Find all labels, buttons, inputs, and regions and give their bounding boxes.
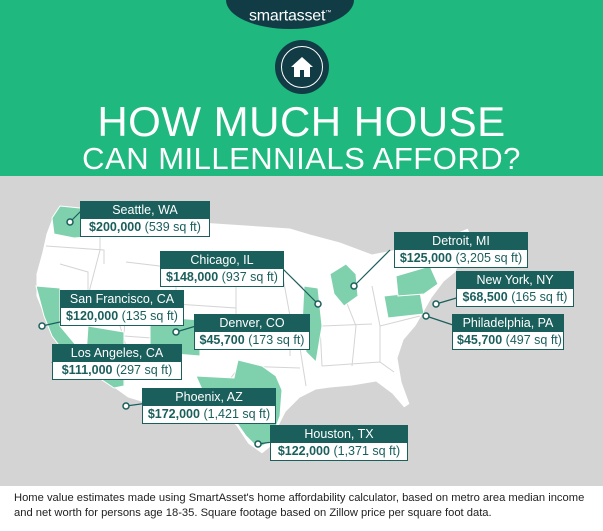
city-value: $45,700 (497 sq ft) <box>453 332 563 349</box>
square-footage: (539 sq ft) <box>144 220 201 234</box>
label-philadelphia: Philadelphia, PA $45,700 (497 sq ft) <box>452 314 564 350</box>
city-name: Phoenix, AZ <box>143 389 275 406</box>
price: $172,000 <box>147 407 200 421</box>
label-seattle: Seattle, WA $200,000 (539 sq ft) <box>80 201 210 237</box>
footnote: Home value estimates made using SmartAss… <box>14 492 585 519</box>
city-name: Seattle, WA <box>81 202 209 219</box>
house-badge <box>275 40 329 94</box>
city-name: San Francisco, CA <box>61 291 183 308</box>
badge-ring <box>281 46 323 88</box>
city-name: Chicago, IL <box>161 252 283 269</box>
city-value: $148,000 (937 sq ft) <box>161 269 283 286</box>
square-footage: (3,205 sq ft) <box>455 251 523 265</box>
label-los-angeles: Los Angeles, CA $111,000 (297 sq ft) <box>52 344 182 380</box>
square-footage: (1,421 sq ft) <box>203 407 271 421</box>
label-denver: Denver, CO $45,700 (173 sq ft) <box>194 314 310 350</box>
price: $120,000 <box>66 309 119 323</box>
city-name: Denver, CO <box>195 315 309 332</box>
square-footage: (297 sq ft) <box>115 363 173 377</box>
brand-mark: ™ <box>325 10 332 16</box>
city-name: Detroit, MI <box>395 233 527 250</box>
house-icon <box>291 57 313 77</box>
price: $68,500 <box>462 290 508 304</box>
title-line-1: HOW MUCH HOUSE <box>97 98 506 145</box>
city-name: Philadelphia, PA <box>453 315 563 332</box>
label-chicago: Chicago, IL $148,000 (937 sq ft) <box>160 251 284 287</box>
city-value: $200,000 (539 sq ft) <box>81 219 209 236</box>
brand-logo: smartasset™ <box>226 0 354 29</box>
header-banner: smartasset™ HOW MUCH HOUSE CAN MILLENNIA… <box>0 0 603 176</box>
square-footage: (173 sq ft) <box>248 333 305 347</box>
price: $200,000 <box>89 220 142 234</box>
price: $45,700 <box>199 333 245 347</box>
square-footage: (937 sq ft) <box>221 270 278 284</box>
city-name: New York, NY <box>457 272 573 289</box>
city-value: $125,000 (3,205 sq ft) <box>395 250 527 267</box>
city-value: $111,000 (297 sq ft) <box>53 362 181 379</box>
square-footage: (497 sq ft) <box>505 333 562 347</box>
square-footage: (135 sq ft) <box>121 309 178 323</box>
city-name: Los Angeles, CA <box>53 345 181 362</box>
label-san-francisco: San Francisco, CA $120,000 (135 sq ft) <box>60 290 184 326</box>
title-line-2: CAN MILLENNIALS AFFORD? <box>82 141 521 176</box>
city-name: Houston, TX <box>271 426 407 443</box>
label-new-york: New York, NY $68,500 (165 sq ft) <box>456 271 574 307</box>
square-footage: (1,371 sq ft) <box>333 444 401 458</box>
city-value: $45,700 (173 sq ft) <box>195 332 309 349</box>
square-footage: (165 sq ft) <box>511 290 568 304</box>
city-value: $172,000 (1,421 sq ft) <box>143 406 275 423</box>
price: $111,000 <box>61 363 113 377</box>
label-phoenix: Phoenix, AZ $172,000 (1,421 sq ft) <box>142 388 276 424</box>
price: $45,700 <box>457 333 503 347</box>
city-value: $122,000 (1,371 sq ft) <box>271 443 407 460</box>
price: $122,000 <box>277 444 330 458</box>
price: $148,000 <box>166 270 219 284</box>
brand-name: smartasset <box>248 7 326 25</box>
label-houston: Houston, TX $122,000 (1,371 sq ft) <box>270 425 408 461</box>
city-value: $120,000 (135 sq ft) <box>61 308 183 325</box>
city-markers <box>38 218 440 448</box>
state-michigan <box>329 263 359 307</box>
price: $125,000 <box>399 251 452 265</box>
city-value: $68,500 (165 sq ft) <box>457 289 573 306</box>
label-detroit: Detroit, MI $125,000 (3,205 sq ft) <box>394 232 528 268</box>
